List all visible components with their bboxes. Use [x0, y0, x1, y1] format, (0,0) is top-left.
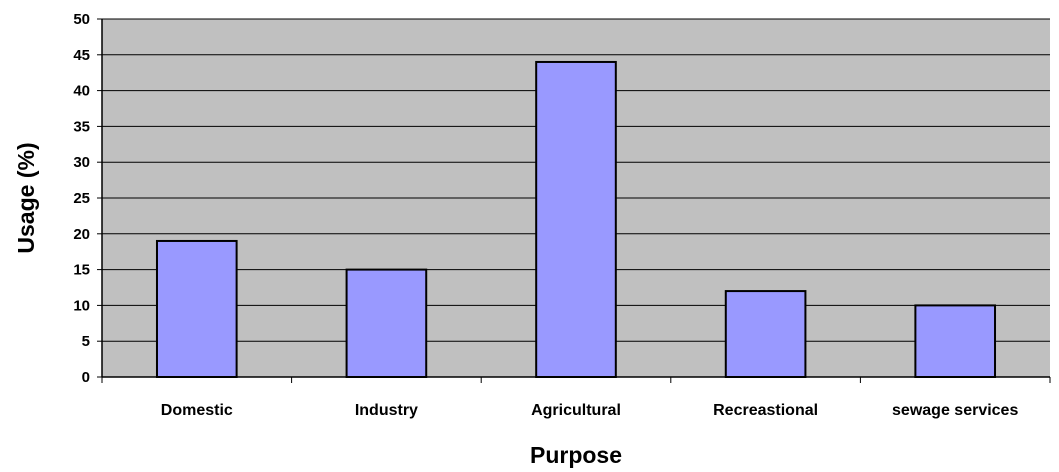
bar [345, 268, 428, 379]
y-tick-label: 10 [73, 297, 90, 314]
bar [724, 290, 807, 378]
y-tick-label: 45 [73, 47, 90, 64]
y-tick-label: 35 [73, 118, 90, 135]
y-tick-label: 30 [73, 154, 90, 171]
bars [155, 60, 997, 379]
y-tick-label: 0 [82, 369, 90, 386]
y-tick-label: 40 [73, 83, 90, 100]
y-axis-title: Usage (%) [13, 142, 39, 253]
y-tick-label: 20 [73, 226, 90, 243]
y-tick-label: 5 [82, 333, 90, 350]
x-tick-label: Domestic [161, 402, 233, 419]
x-tick-labels: Domestic Industry Agricultural Recreastiona… [161, 402, 1019, 419]
axes [97, 18, 1051, 383]
bar [155, 239, 238, 378]
bar [914, 304, 997, 378]
x-tick-label: Industry [355, 402, 418, 419]
bar [535, 60, 617, 379]
y-tick-label: 25 [73, 190, 90, 207]
y-tick-labels: 0 5 10 15 20 25 30 35 40 45 50 [73, 11, 90, 386]
x-axis-title: Purpose [530, 442, 622, 468]
x-tick-label: Agricultural [531, 402, 621, 419]
x-tick-label: Recreastional [713, 402, 818, 419]
y-tick-label: 15 [73, 262, 90, 279]
x-tick-label: sewage services [892, 402, 1018, 419]
y-tick-label: 50 [73, 11, 90, 28]
